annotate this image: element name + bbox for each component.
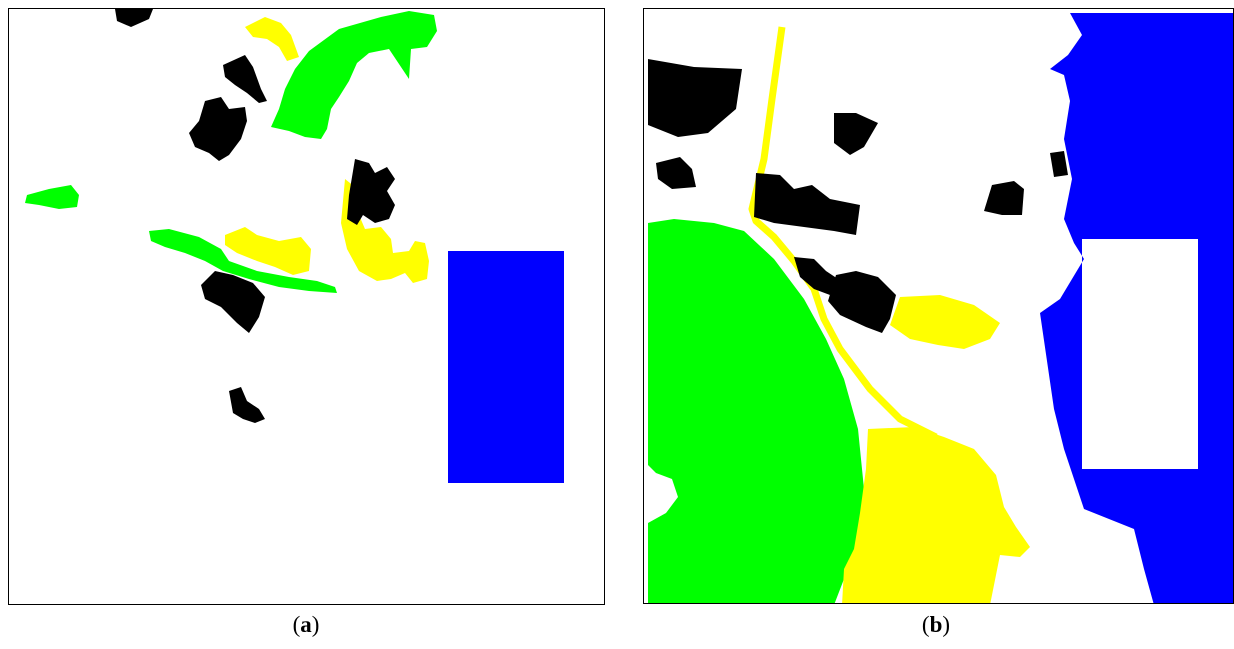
built-up-region-6 bbox=[828, 271, 896, 333]
built-up-region-3 bbox=[754, 173, 860, 235]
built-up-region-2 bbox=[223, 55, 267, 103]
vegetation-region bbox=[648, 219, 864, 603]
cultivated-region-mid bbox=[890, 295, 1000, 349]
map-panel-b bbox=[643, 8, 1234, 604]
built-up-region-5 bbox=[201, 271, 265, 333]
built-up-region-2 bbox=[656, 157, 696, 189]
cultivated-region-top bbox=[245, 17, 299, 61]
caption-a-letter: a bbox=[300, 612, 312, 637]
built-up-region-3 bbox=[189, 97, 247, 161]
classification-map-a bbox=[25, 9, 564, 483]
cultivated-region-bottom bbox=[842, 427, 1030, 603]
classification-map-b bbox=[648, 13, 1233, 603]
caption-b-letter: b bbox=[929, 612, 943, 637]
caption-b-open: ( bbox=[921, 612, 930, 637]
built-up-region-1 bbox=[648, 59, 742, 137]
built-up-region-4 bbox=[834, 113, 878, 155]
caption-b: (b) bbox=[906, 612, 966, 638]
built-up-region-4 bbox=[347, 159, 395, 225]
water-region bbox=[1040, 13, 1233, 603]
vegetation-strip bbox=[149, 229, 337, 293]
vegetation-region-large bbox=[271, 11, 437, 139]
built-up-region-6 bbox=[229, 387, 265, 423]
cultivated-region-mid bbox=[225, 227, 311, 275]
vegetation-region-left bbox=[25, 185, 79, 209]
built-up-region-5 bbox=[794, 257, 838, 295]
built-up-region-1 bbox=[115, 9, 153, 27]
caption-a-close: ) bbox=[311, 612, 320, 637]
built-up-region-8 bbox=[1050, 151, 1068, 177]
caption-b-close: ) bbox=[942, 612, 951, 637]
water-region bbox=[448, 251, 564, 483]
built-up-region-7 bbox=[984, 181, 1024, 215]
map-panel-a bbox=[8, 8, 605, 605]
caption-a-open: ( bbox=[292, 612, 301, 637]
road-line bbox=[748, 26, 938, 441]
caption-a: (a) bbox=[276, 612, 336, 638]
cultivated-region-right bbox=[341, 179, 429, 283]
